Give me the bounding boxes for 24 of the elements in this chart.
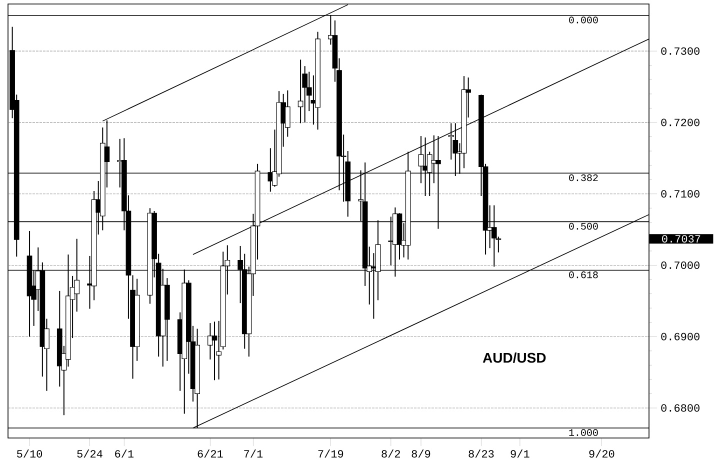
y-tick-label: 0.7000	[661, 262, 700, 269]
text: AUD/USD	[482, 352, 546, 363]
y-tick-label: 0.7100	[661, 190, 700, 198]
x-tick-label: 7/19	[318, 450, 344, 458]
x-tick-label: 9/20	[589, 450, 614, 458]
y-tick-label: 0.7300	[661, 47, 700, 55]
text: 0.7037	[662, 235, 700, 243]
x-tick-label: 8/2	[382, 450, 400, 458]
y-tick-label: 0.6900	[661, 332, 700, 340]
x-tick-label: 5/24	[77, 450, 102, 458]
y-tick-label: 0.7200	[661, 118, 700, 126]
y-tick-label: 0.6800	[661, 404, 700, 412]
x-tick-label: 9/1	[510, 450, 530, 458]
annotation: 0.382	[569, 174, 598, 182]
x-tick-label: 8/23	[468, 450, 494, 458]
x-tick-label: 8/9	[412, 450, 430, 458]
x-tick-label: 6/1	[115, 450, 134, 458]
x-tick-label: 6/21	[198, 450, 223, 458]
x-tick-label: 5/10	[17, 450, 42, 458]
annotation: 0.500	[569, 222, 598, 230]
annotation: 1.000	[569, 429, 598, 436]
x-tick-label: 7/1	[244, 450, 263, 458]
annotation: 0.000	[569, 16, 598, 24]
annotation: 0.618	[569, 271, 598, 278]
